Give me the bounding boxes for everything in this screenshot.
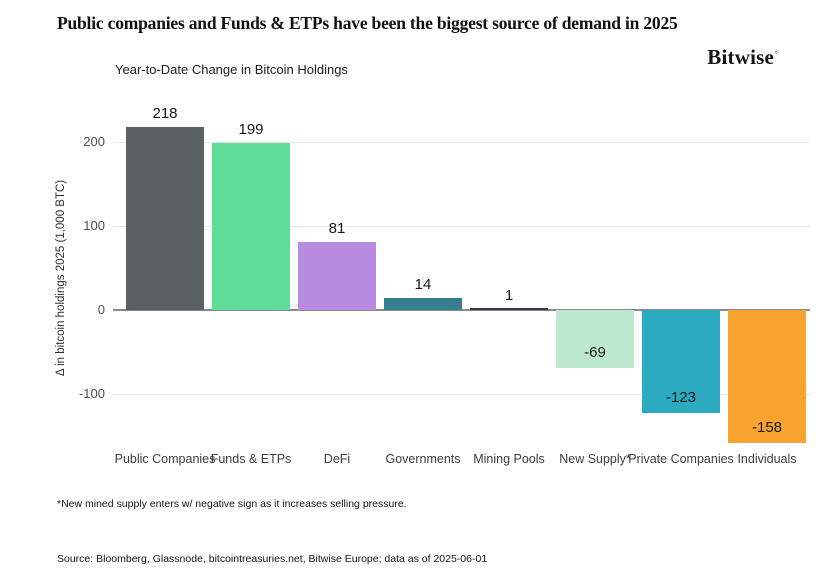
category-label: Individuals [737, 452, 797, 466]
gridline [113, 394, 810, 395]
bar [642, 310, 720, 414]
y-axis-label: Δ in bitcoin holdings 2025 (1,000 BTC) [55, 179, 67, 377]
chart-title: Year-to-Date Change in Bitcoin Holdings [115, 62, 348, 77]
bar-value-label: -123 [665, 389, 697, 407]
bar [212, 142, 290, 310]
category-label: Funds & ETPs [210, 452, 292, 466]
page-title: Public companies and Funds & ETPs have b… [57, 13, 678, 33]
y-tick-label: 200 [83, 134, 105, 149]
y-tick-label: -100 [78, 386, 105, 401]
zero-axis-line [113, 309, 810, 311]
bar-value-label: -158 [751, 418, 783, 436]
footnote: *New mined supply enters w/ negative sig… [57, 498, 407, 510]
bar-chart: Δ in bitcoin holdings 2025 (1,000 BTC) 2… [0, 100, 825, 480]
bar-value-label: -69 [584, 343, 606, 361]
bar [298, 241, 376, 310]
category-label: DeFi [323, 452, 351, 466]
bar [556, 310, 634, 368]
bar [384, 298, 462, 310]
y-tick-label: 100 [83, 218, 105, 233]
bitwise-logo: Bitwise° [707, 45, 778, 70]
bar-value-label: 199 [238, 120, 264, 138]
source-attribution: Source: Bloomberg, Glassnode, bitcointre… [57, 553, 488, 565]
category-label: New Supply* [559, 452, 631, 466]
bar [470, 308, 548, 310]
gridline [113, 226, 810, 227]
bar [728, 310, 806, 443]
bar-value-label: 218 [152, 104, 178, 122]
bar [126, 126, 204, 310]
category-label: Mining Pools [473, 452, 545, 466]
bar-value-label: 1 [504, 287, 514, 305]
category-label: Private Companies [628, 452, 734, 466]
y-tick-label: 0 [97, 302, 105, 317]
bar-value-label: 14 [414, 276, 432, 294]
category-label: Public Companies [114, 452, 216, 466]
registered-mark: ° [775, 50, 778, 58]
category-label: Governments [385, 452, 461, 466]
bar-value-label: 81 [328, 219, 346, 237]
brand-name: Bitwise [707, 45, 774, 69]
gridline [113, 142, 810, 143]
